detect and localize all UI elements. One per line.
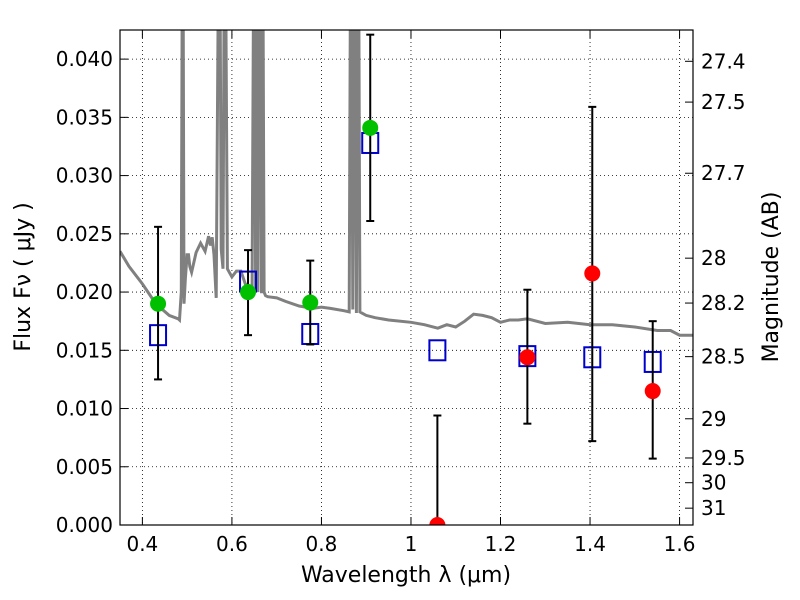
x-tick-label: 1.2 [485, 532, 517, 556]
undetected-point [584, 265, 601, 282]
mag-tick-label: 29 [701, 407, 726, 431]
y-tick-label: 0.000 [56, 513, 113, 537]
mag-tick-label: 31 [701, 496, 726, 520]
undetected-point [519, 349, 536, 366]
x-axis-label: Wavelength λ (μm) [301, 563, 511, 588]
model-flux-box [428, 339, 447, 362]
x-tick-label: 1.6 [664, 532, 696, 556]
detected-point [150, 295, 167, 312]
y-tick-label: 0.030 [56, 164, 113, 188]
mag-tick-label: 27.5 [701, 90, 746, 114]
undetected-point [644, 383, 661, 400]
plot-frame [119, 29, 694, 526]
y-tick-label: 0.040 [56, 47, 113, 71]
detected-point [302, 294, 319, 311]
y-tick-label: 0.020 [56, 280, 113, 304]
mag-tick-label: 29.5 [701, 446, 746, 470]
template-spectrum [120, 30, 693, 337]
y-tick-label: 0.025 [56, 222, 113, 246]
y-tick-label: 0.005 [56, 455, 113, 479]
grid-lines [120, 30, 693, 526]
mag-tick-label: 28 [701, 246, 726, 270]
x-tick-label: 0.8 [306, 532, 338, 556]
y-axis: 0.000 0.005 0.010 0.015 0.020 0.025 0.030 0.035… [56, 47, 128, 537]
mag-tick-label: 30 [701, 471, 726, 495]
mag-tick-label: 27.4 [701, 49, 746, 73]
y-axis-label: Flux Fν ( μJy ) [11, 202, 36, 351]
y-tick-label: 0.010 [56, 397, 113, 421]
y-tick-label: 0.035 [56, 105, 113, 129]
x-tick-label: 1.4 [574, 532, 606, 556]
mag-tick-label: 28.5 [701, 345, 746, 369]
x-tick-label: 1 [405, 532, 418, 556]
mag-tick-label: 27.7 [701, 161, 746, 185]
mag-axis-label: Magnitude (AB) [759, 192, 784, 363]
template-spectrum-group [120, 30, 693, 337]
x-tick-label: 0.6 [216, 532, 248, 556]
error-bars-group [154, 33, 657, 525]
detected-point [362, 119, 379, 136]
undetected-point [429, 517, 446, 525]
observed-points-group [150, 119, 661, 525]
mag-tick-label: 28.2 [701, 291, 746, 315]
detected-point [240, 284, 257, 301]
y-tick-label: 0.015 [56, 338, 113, 362]
x-tick-label: 0.4 [126, 532, 158, 556]
x-axis: 0.4 0.6 0.8 1 1.2 1.4 1.6 [126, 30, 695, 556]
